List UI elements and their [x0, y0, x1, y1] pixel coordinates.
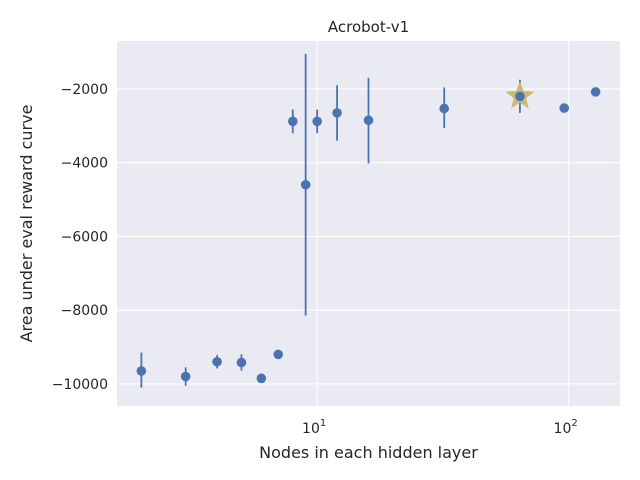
data-point — [212, 356, 222, 367]
data-point — [273, 349, 284, 360]
data-point — [312, 116, 322, 127]
data-point — [439, 103, 450, 114]
data-point — [180, 371, 191, 382]
y-tick-label: −10000 — [52, 377, 108, 393]
x-axis-label: Nodes in each hidden layer — [259, 443, 478, 462]
x-tick-label: 102 — [554, 418, 578, 437]
chart-title: Acrobot-v1 — [328, 18, 409, 36]
data-point — [363, 115, 374, 126]
data-point — [515, 91, 525, 102]
tick-labels: −10000 −8000 −6000 −4000 −2000 101 102 — [52, 82, 578, 437]
data-point — [287, 116, 298, 127]
y-tick-label: −4000 — [61, 156, 108, 172]
data-point — [590, 87, 601, 97]
data-point — [332, 108, 342, 118]
x-tick-label: 101 — [302, 418, 326, 437]
data-marks — [136, 53, 601, 388]
y-tick-label: −2000 — [61, 82, 108, 98]
data-point — [236, 357, 247, 368]
y-tick-label: −8000 — [61, 303, 108, 319]
data-point — [300, 179, 311, 190]
y-axis-label: Area under eval reward curve — [17, 105, 36, 343]
y-tick-label: −6000 — [61, 229, 108, 245]
data-point — [136, 366, 147, 376]
data-point — [256, 373, 267, 384]
data-point — [559, 103, 570, 113]
